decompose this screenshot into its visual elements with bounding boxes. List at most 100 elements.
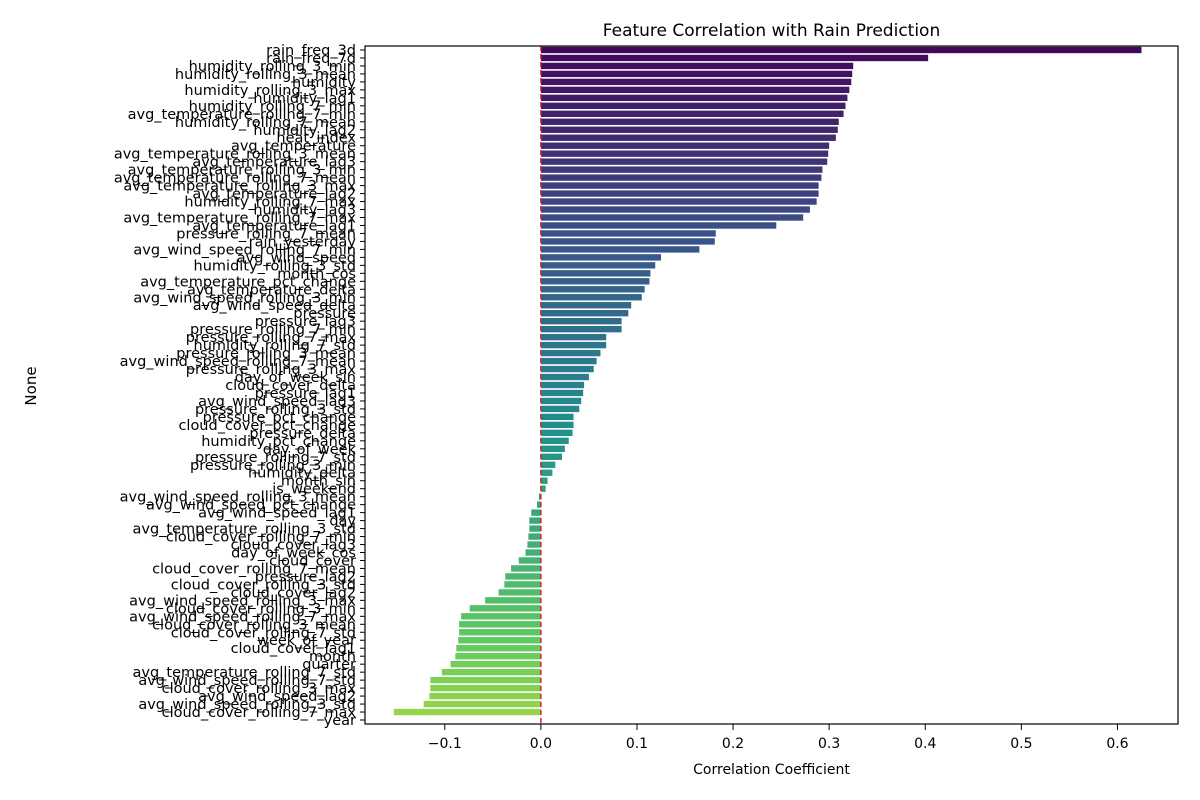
bar-humidity-rolling-3-max	[540, 86, 850, 94]
bar-pressure-pct-change	[540, 413, 574, 421]
bar-avg-temperature-lag3	[540, 158, 828, 165]
chart-title: Feature Correlation with Rain Prediction	[603, 21, 940, 41]
y-tick-label: day_of_week_cos	[231, 546, 356, 562]
y-tick-label: pressure_delta	[249, 426, 356, 442]
bar-cloud-cover-rolling-7-min	[528, 533, 541, 540]
y-tick-label: rain_freq_3d	[266, 43, 356, 59]
bar-humidity-rolling-3-min	[540, 62, 854, 70]
bar-avg-temperature-rolling-3-mean	[540, 150, 829, 157]
bar-month-cos	[540, 270, 651, 277]
bar-quarter	[450, 660, 541, 668]
y-tick-label: pressure_lag1	[255, 386, 356, 402]
y-tick-label: avg_wind_speed_rolling_3_min	[133, 290, 356, 306]
bar-cloud-cover-lag1	[456, 645, 541, 652]
y-tick-label: cloud_cover_lag3	[231, 538, 356, 554]
bar-avg-wind-speed-rolling-3-min	[540, 294, 642, 301]
y-tick-label: is_weekend	[272, 482, 356, 498]
bar-avg-temperature-rolling-7-std	[441, 668, 541, 676]
bar-avg-wind-speed-rolling-3-max	[485, 597, 541, 604]
y-tick-label: avg_wind_speed_lag3	[198, 394, 356, 410]
y-tick-label: humidity_rolling_3_min	[189, 59, 356, 75]
y-tick-label: humidity_lag3	[253, 203, 356, 219]
y-tick-label: avg_temperature_rolling_7_min	[128, 107, 356, 123]
bar-cloud-cover-pct-change	[540, 421, 574, 429]
y-tick-label: pressure_pct_change	[203, 410, 356, 426]
bar-avg-temperature-rolling-3-max	[540, 182, 819, 189]
y-tick-label: cloud_cover_lag2	[231, 585, 356, 601]
bar-humidity-rolling-7-max	[540, 198, 817, 205]
bar-rain-freq-3d	[540, 46, 1142, 54]
y-tick-label: humidity_rolling_3_mean	[175, 67, 356, 83]
bar-month	[455, 653, 541, 660]
x-tick-label: −0.1	[428, 736, 462, 752]
y-tick-label: avg_temperature_lag2	[192, 187, 356, 203]
bar-humidity-lag3	[540, 206, 810, 213]
y-tick-label: month_cos	[277, 266, 356, 282]
y-tick-label: pressure_rolling_3_min	[190, 458, 356, 474]
bar-humidity-delta	[540, 469, 553, 476]
bar-avg-temperature-delta	[540, 286, 645, 293]
bar-humidity-rolling-3-std	[540, 262, 656, 269]
bar-avg-wind-speed-rolling-3-mean	[538, 493, 541, 500]
y-tick-label: month	[309, 649, 356, 665]
bar-humidity-lag1	[540, 94, 848, 102]
bar-avg-temperature-lag1	[540, 222, 777, 229]
y-tick-label: humidity_rolling_3_std	[194, 258, 356, 274]
y-tick-label: avg_wind_speed_rolling_3_max	[129, 593, 356, 609]
bar-cloud-cover-delta	[540, 381, 585, 389]
y-tick-label: avg_wind_speed_rolling_7_max	[129, 609, 356, 625]
bar-pressure-lag3	[540, 317, 622, 325]
bar-avg-wind-speed-lag1	[531, 509, 541, 516]
bar-cloud-cover-rolling-7-std	[459, 629, 541, 636]
y-tick-label: avg_wind_speed_rolling_3_mean	[120, 490, 356, 506]
y-tick-label: avg_temperature_rolling_3_max	[123, 179, 356, 195]
bar-is-weekend	[540, 485, 546, 492]
bar-pressure-rolling-3-max	[540, 365, 594, 373]
y-tick-label: avg_temperature_rolling_7_std	[133, 665, 356, 681]
bar-pressure-rolling-7-max	[540, 333, 607, 341]
bar-rain-yesterday	[540, 238, 715, 245]
y-tick-label: day	[329, 514, 356, 530]
y-tick-label: humidity_rolling_3_max	[184, 83, 356, 99]
y-tick-label: humidity_delta	[248, 466, 356, 482]
y-tick-label: avg_temperature_rolling_3_std	[133, 522, 356, 538]
bar-cloud-cover-rolling-3-std	[504, 581, 541, 588]
bar-pressure-rolling-3-min	[540, 461, 556, 468]
bar-cloud-cover-lag2	[498, 589, 541, 596]
y-tick-label: avg_temperature_lag1	[192, 218, 356, 234]
bar-avg-temperature-rolling-7-min	[540, 110, 844, 117]
bar-avg-wind-speed-rolling-7-min	[540, 246, 700, 253]
bar-avg-wind-speed-rolling-3-std	[423, 700, 541, 708]
y-tick-label: pressure_rolling_3_mean	[176, 346, 356, 362]
y-tick-label: avg_temperature_rolling_3_mean	[114, 147, 356, 163]
x-tick-label: 0.5	[1010, 736, 1032, 752]
y-tick-label: rain_freq_7d	[266, 51, 356, 67]
bar-humidity	[540, 78, 852, 86]
bar-avg-wind-speed-pct-change	[537, 501, 541, 508]
bar-avg-temperature-lag2	[540, 190, 819, 197]
y-tick-label: cloud_cover_lag1	[231, 641, 356, 657]
bar-pressure-rolling-3-mean	[540, 349, 601, 357]
bars-layer	[393, 46, 1142, 724]
bar-avg-temperature-rolling-7-mean	[540, 174, 822, 181]
bar-avg-wind-speed-lag2	[429, 692, 541, 700]
y-tick-label: humidity_lag1	[253, 91, 356, 107]
bar-heat-index	[540, 134, 836, 141]
y-tick-label: humidity_lag2	[253, 123, 356, 139]
bar-humidity-rolling-7-std	[540, 341, 607, 349]
y-tick-label: cloud_cover_rolling_7_std	[171, 625, 356, 641]
x-tick-label: 0.0	[530, 736, 552, 752]
bar-pressure-rolling-7-mean	[540, 230, 716, 237]
bar-pressure-lag1	[540, 389, 584, 397]
bar-cloud-cover-rolling-3-min	[469, 605, 541, 612]
y-tick-label: cloud_cover	[269, 553, 356, 569]
bar-cloud-cover-rolling-7-mean	[511, 565, 541, 572]
bar-cloud-cover	[518, 557, 541, 564]
y-tick-label: humidity_rolling_7_std	[194, 338, 356, 354]
y-tick-label: cloud_cover_rolling_7_min	[166, 530, 356, 546]
bar-cloud-cover-lag3	[527, 541, 541, 548]
y-tick-label: rain_yesterday	[249, 234, 357, 250]
bar-pressure-delta	[540, 429, 573, 437]
y-tick-label: cloud_cover_rolling_7_max	[162, 705, 357, 721]
